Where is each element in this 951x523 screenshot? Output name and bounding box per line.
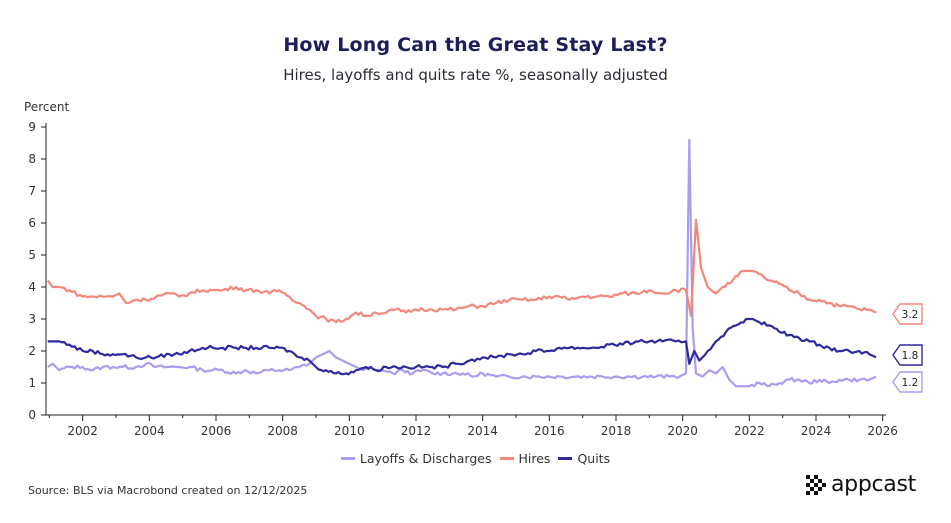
x-tick-label: 2002 xyxy=(67,424,98,438)
appcast-logo-icon xyxy=(806,475,826,495)
end-label-value: 3.2 xyxy=(902,309,919,321)
appcast-logo-text: appcast xyxy=(831,472,916,497)
legend-swatch xyxy=(499,457,514,460)
x-tick-label: 2014 xyxy=(467,424,498,438)
legend-label: Quits xyxy=(577,451,611,466)
y-tick-label: 0 xyxy=(28,408,36,422)
y-tick-label: 4 xyxy=(28,280,36,294)
legend-item: Hires xyxy=(499,451,551,466)
x-tick-label: 2026 xyxy=(867,424,898,438)
x-tick-label: 2006 xyxy=(201,424,232,438)
series-line-quits xyxy=(47,317,877,376)
y-tick-label: 9 xyxy=(28,120,36,134)
end-label-box xyxy=(892,344,923,366)
series-line-layoffs-discharges xyxy=(47,138,877,388)
end-label-box xyxy=(892,303,923,325)
y-tick-label: 5 xyxy=(28,248,36,262)
y-tick-label: 2 xyxy=(28,344,36,358)
x-tick-label: 2018 xyxy=(601,424,632,438)
chart-title: How Long Can the Great Stay Last? xyxy=(283,34,668,56)
x-axis: 2002 2004 2006 2008 2010 2012 2014 2016 2018 2020… xyxy=(46,414,898,438)
end-labels: 1.2 3.2 1.8 xyxy=(892,303,923,393)
y-tick-label: 1 xyxy=(28,376,36,390)
chart-subtitle: Hires, layoffs and quits rate %, seasona… xyxy=(283,66,668,84)
end-label-box xyxy=(892,371,923,393)
x-tick-label: 2020 xyxy=(667,424,698,438)
x-tick-label: 2024 xyxy=(801,424,832,438)
legend-swatch xyxy=(340,457,355,460)
end-label-0: 1.2 xyxy=(892,371,923,393)
x-tick-label: 2022 xyxy=(734,424,765,438)
x-tick-label: 2010 xyxy=(334,424,365,438)
y-tick-label: 7 xyxy=(28,184,36,198)
legend-item: Layoffs & Discharges xyxy=(340,451,492,466)
y-tick-label: 3 xyxy=(28,312,36,326)
source-note: Source: BLS via Macrobond created on 12/… xyxy=(28,484,308,497)
x-tick-label: 2004 xyxy=(134,424,165,438)
x-tick-label: 2008 xyxy=(267,424,298,438)
x-tick-label: 2012 xyxy=(401,424,432,438)
y-axis-label: Percent xyxy=(24,100,69,114)
legend-label: Layoffs & Discharges xyxy=(359,451,492,466)
series-layer xyxy=(46,138,877,388)
legend-swatch xyxy=(558,457,573,460)
x-tick-label: 2016 xyxy=(534,424,565,438)
series-line-hires xyxy=(46,218,877,324)
legend-item: Quits xyxy=(558,451,610,466)
legend: Layoffs & Discharges Hires Quits xyxy=(0,451,951,466)
end-label-1: 3.2 xyxy=(892,303,923,325)
legend-label: Hires xyxy=(518,451,551,466)
end-label-2: 1.8 xyxy=(892,344,923,366)
y-tick-label: 8 xyxy=(28,152,36,166)
end-label-value: 1.8 xyxy=(902,350,919,362)
y-axis: 0 1 2 3 4 5 6 7 8 9 xyxy=(28,120,47,422)
end-label-value: 1.2 xyxy=(902,377,919,389)
y-tick-label: 6 xyxy=(28,216,36,230)
